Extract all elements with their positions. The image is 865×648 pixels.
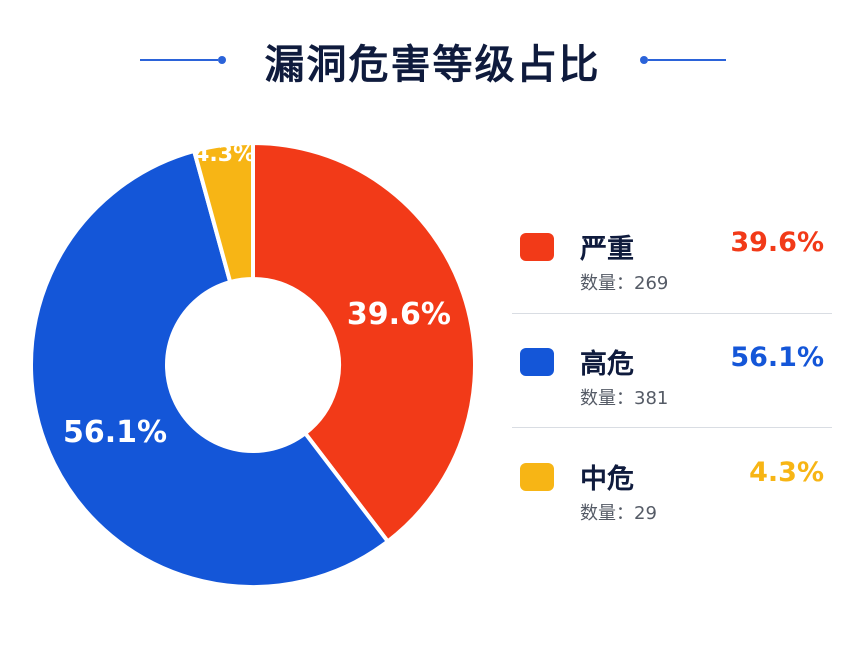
legend-count: 数量：269 (580, 269, 668, 295)
count-label: 数量： (580, 503, 634, 524)
count-label: 数量： (580, 388, 634, 409)
legend-divider (512, 313, 832, 314)
count-value: 381 (634, 388, 669, 409)
legend: 严重 39.6% 数量：269 高危 56.1% 数量：381 中危 4.3% … (512, 205, 832, 550)
pie-slice-medium[interactable] (192, 141, 255, 285)
title-decor-line-left (140, 59, 218, 61)
legend-item-high[interactable]: 高危 56.1% 数量：381 (512, 320, 832, 435)
pie-slice-severe[interactable] (251, 141, 477, 544)
title-row: 漏洞危害等级占比 (0, 22, 865, 92)
legend-swatch-medium (520, 463, 554, 491)
legend-count: 数量：381 (580, 384, 668, 410)
chart-title: 漏洞危害等级占比 (264, 42, 601, 88)
legend-label: 中危 (580, 464, 634, 495)
slice-data-label: 39.6% (347, 297, 451, 332)
title-decor-line-right (648, 59, 726, 61)
legend-percent: 4.3% (749, 457, 824, 488)
count-label: 数量： (580, 273, 634, 294)
legend-label: 严重 (580, 234, 634, 265)
slice-data-label: 4.3% (194, 142, 255, 167)
slice-data-label: 56.1% (63, 415, 167, 450)
legend-swatch-high (520, 348, 554, 376)
title-decor-dot-right (640, 56, 648, 64)
donut-chart: 39.6% 56.1% 4.3% (29, 141, 477, 589)
count-value: 29 (634, 503, 657, 524)
legend-item-medium[interactable]: 中危 4.3% 数量：29 (512, 435, 832, 550)
legend-label: 高危 (580, 349, 634, 380)
legend-count: 数量：29 (580, 499, 657, 525)
legend-divider (512, 427, 832, 428)
legend-swatch-severe (520, 233, 554, 261)
legend-percent: 56.1% (730, 342, 824, 373)
title-decor-dot-left (218, 56, 226, 64)
legend-percent: 39.6% (730, 227, 824, 258)
legend-item-severe[interactable]: 严重 39.6% 数量：269 (512, 205, 832, 320)
pie-slice-high[interactable] (29, 148, 390, 589)
count-value: 269 (634, 273, 669, 294)
